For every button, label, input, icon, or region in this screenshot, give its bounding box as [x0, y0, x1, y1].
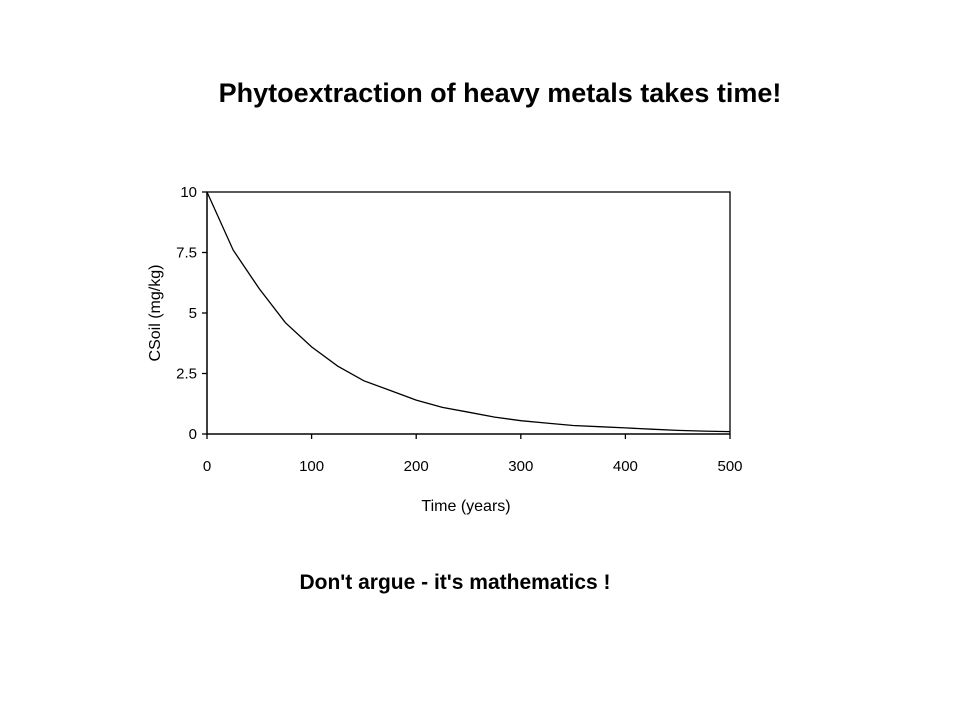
- y-tick-label: 2.5: [176, 366, 197, 383]
- x-tick-label: 400: [613, 458, 638, 475]
- slide-title: Phytoextraction of heavy metals takes ti…: [218, 78, 782, 108]
- series-line-csoil: [206, 191, 731, 433]
- x-axis-title: Time (years): [421, 498, 510, 515]
- x-tick-label: 300: [508, 458, 533, 475]
- y-axis-title: CSoil (mg/kg): [147, 265, 164, 362]
- x-tick-label: 0: [203, 458, 211, 475]
- y-tick-label: 0: [189, 426, 197, 443]
- plot-area-frame: [206, 191, 731, 435]
- y-tick-label: 5: [189, 305, 197, 322]
- x-tick-label: 200: [404, 458, 429, 475]
- x-ticks: 0 100 200 300 400 500: [203, 434, 743, 475]
- slide-footer: Don't argue - it's mathematics !: [299, 571, 611, 594]
- y-tick-label: 7.5: [176, 245, 197, 262]
- y-tick-label: 10: [180, 184, 197, 201]
- x-tick-label: 500: [717, 458, 742, 475]
- y-ticks: 0 2.5 5 7.5 10: [176, 184, 207, 443]
- x-tick-label: 100: [299, 458, 324, 475]
